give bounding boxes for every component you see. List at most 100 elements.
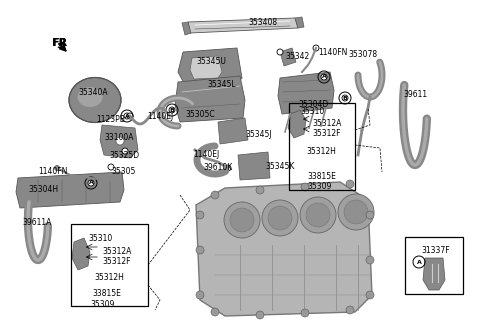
Polygon shape [182,22,191,35]
Polygon shape [196,182,372,316]
Text: 35304H: 35304H [28,185,58,194]
Circle shape [268,206,292,230]
Bar [405,237,463,294]
Circle shape [366,256,374,264]
Circle shape [196,246,204,254]
Text: 33100A: 33100A [104,133,133,142]
Text: FR: FR [52,38,67,48]
Circle shape [124,113,130,119]
Polygon shape [175,76,245,122]
Text: 1140EJ: 1140EJ [147,112,173,121]
Text: 35312A: 35312A [312,119,341,128]
Text: 35325D: 35325D [109,151,139,160]
Text: B: B [343,95,348,100]
Polygon shape [280,48,296,66]
Text: 35345J: 35345J [245,130,272,139]
Text: 35342: 35342 [285,52,309,61]
Circle shape [122,148,128,154]
Circle shape [55,166,60,171]
Text: 35312F: 35312F [312,129,340,138]
Polygon shape [178,48,242,90]
Circle shape [342,95,348,101]
Circle shape [338,194,374,230]
Text: 35310: 35310 [88,234,112,243]
Text: 1140FN: 1140FN [318,48,348,57]
Circle shape [313,45,319,51]
Polygon shape [16,172,124,208]
Circle shape [346,306,354,314]
Text: 353408: 353408 [248,18,277,27]
Circle shape [127,113,133,119]
Text: 1140FN: 1140FN [38,167,67,176]
Circle shape [256,186,264,194]
Text: 39610K: 39610K [203,163,232,172]
Text: 35310: 35310 [300,107,324,116]
Circle shape [313,46,319,51]
Text: 39611: 39611 [403,90,427,99]
Text: FR: FR [52,38,66,48]
Circle shape [300,197,336,233]
Text: 31337F: 31337F [421,246,450,255]
Circle shape [277,49,283,55]
Circle shape [88,180,94,186]
Circle shape [301,183,309,191]
Polygon shape [190,56,222,79]
Circle shape [225,165,231,171]
Ellipse shape [77,87,103,107]
Text: A: A [322,74,326,79]
Polygon shape [295,17,304,28]
Text: 35309: 35309 [307,182,331,191]
Circle shape [344,200,368,224]
Circle shape [196,211,204,219]
Polygon shape [188,18,298,33]
Circle shape [366,211,374,219]
Circle shape [301,309,309,317]
Text: 33815E: 33815E [307,172,336,181]
Text: 35345L: 35345L [207,80,236,89]
Text: 35340A: 35340A [78,88,108,97]
Text: 35304D: 35304D [298,100,328,109]
Text: A: A [89,180,94,186]
Circle shape [306,203,330,227]
Circle shape [346,180,354,188]
Polygon shape [218,118,248,144]
Circle shape [211,191,219,199]
Polygon shape [238,152,270,180]
Circle shape [211,308,219,316]
Circle shape [196,291,204,299]
Text: 35345K: 35345K [265,162,294,171]
Text: 35305C: 35305C [185,110,215,119]
Circle shape [169,107,175,113]
Circle shape [256,311,264,319]
Text: 35312H: 35312H [94,273,124,282]
Text: 33815E: 33815E [92,289,121,298]
Circle shape [108,164,114,170]
Text: 35312H: 35312H [306,147,336,156]
Circle shape [116,137,124,145]
Text: B: B [169,108,174,113]
Polygon shape [278,72,334,114]
Bar [71,224,148,306]
Ellipse shape [69,77,121,122]
Text: 35312A: 35312A [102,247,132,256]
Circle shape [262,200,298,236]
Polygon shape [100,125,138,158]
Circle shape [321,74,327,80]
Text: 35345U: 35345U [196,57,226,66]
Text: 353078: 353078 [348,50,377,59]
Text: 1123PB: 1123PB [96,115,125,124]
Circle shape [230,208,254,232]
Circle shape [366,291,374,299]
Bar [289,103,355,190]
Text: 1140EJ: 1140EJ [193,150,219,159]
Circle shape [224,202,260,238]
Text: 35309: 35309 [90,300,114,309]
Polygon shape [288,110,306,138]
Text: 35312F: 35312F [102,257,131,266]
Polygon shape [72,238,90,270]
Text: 35305: 35305 [111,167,135,176]
Text: A: A [417,259,421,264]
Text: 39611A: 39611A [22,218,51,227]
Polygon shape [423,258,445,290]
Text: A: A [125,113,130,118]
